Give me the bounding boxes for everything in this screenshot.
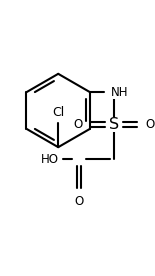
Text: O: O (145, 118, 154, 131)
Text: HO: HO (41, 153, 59, 166)
Text: O: O (73, 118, 83, 131)
Text: NH: NH (111, 86, 128, 99)
Text: Cl: Cl (52, 106, 64, 119)
Text: O: O (74, 195, 84, 208)
Text: S: S (109, 117, 119, 132)
